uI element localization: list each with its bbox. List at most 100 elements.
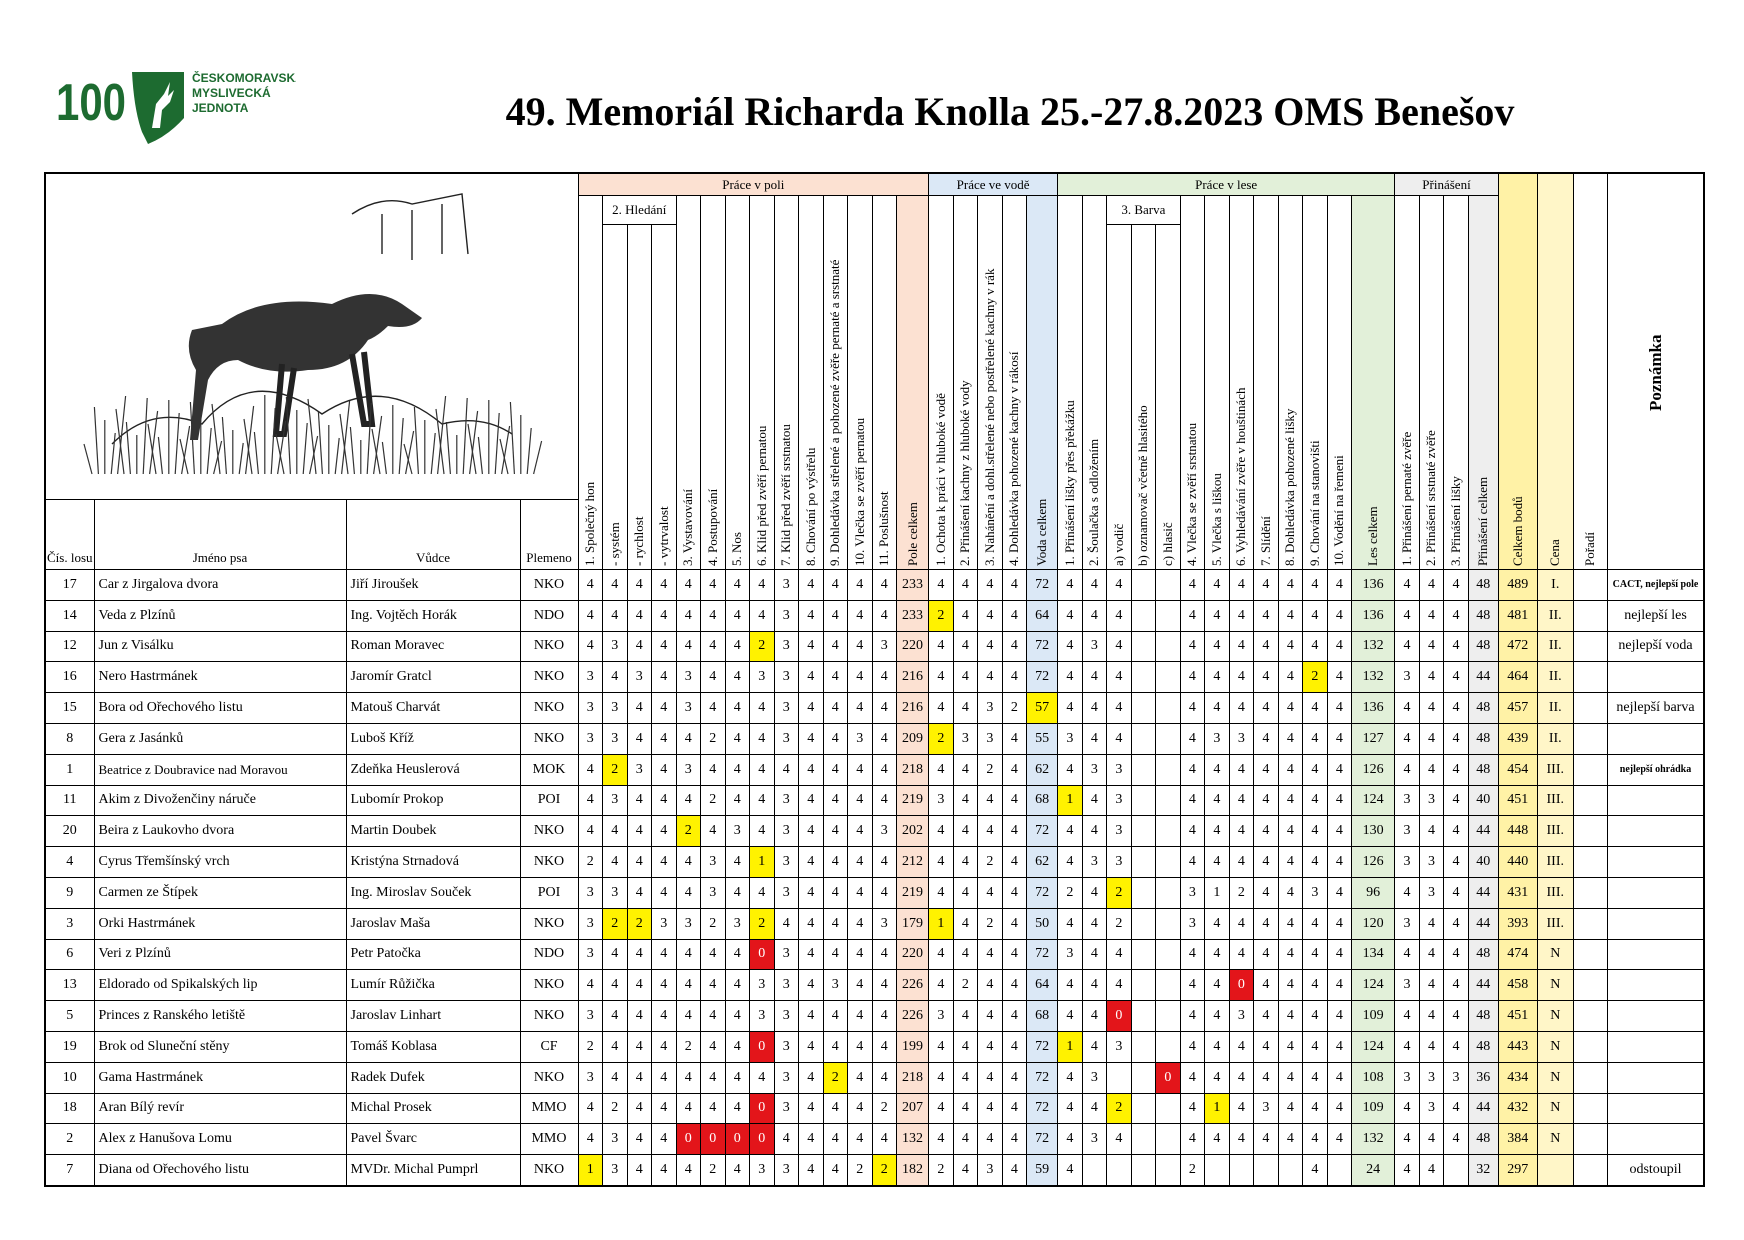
cell	[1130, 569, 1157, 601]
cell: 4	[1443, 692, 1469, 724]
cell: 4	[675, 1154, 701, 1187]
data-row: 7 Diana od Ořechového listu MVDr. Michal P…	[44, 1154, 1705, 1187]
cell: NKO	[519, 846, 579, 878]
cell: 3	[871, 630, 897, 663]
column-header: 1. Přinášení lišky přes překážku	[1057, 195, 1083, 570]
cell	[1130, 815, 1157, 848]
cell: 4	[1179, 969, 1206, 1002]
cell: 4	[977, 661, 1003, 694]
cell: 4	[847, 1092, 873, 1125]
cell	[1155, 938, 1181, 971]
cell: 4	[626, 1030, 652, 1063]
cell: 3	[847, 722, 873, 755]
cell	[1155, 1092, 1181, 1125]
cell: 4	[1443, 969, 1469, 1002]
cell: Gama Hastrmánek	[93, 1061, 347, 1094]
cell: 4	[1326, 661, 1353, 694]
cell: 15	[44, 692, 95, 724]
cell: N	[1536, 1123, 1574, 1156]
cell: 4	[1326, 815, 1353, 848]
cell: 3	[626, 753, 652, 786]
logo-line: JEDNOTA	[192, 101, 249, 115]
cell: 4	[577, 630, 603, 663]
cell: 4	[871, 1123, 897, 1156]
cell: 4	[724, 722, 750, 755]
cell: 136	[1351, 569, 1396, 601]
cell: 4	[675, 722, 701, 755]
cell: 4	[798, 1061, 824, 1094]
cell: 4	[675, 1092, 701, 1125]
cell: MMO	[519, 1123, 579, 1156]
cell: 4	[798, 1123, 824, 1156]
cell: 3	[773, 1061, 799, 1094]
cell: 3	[724, 907, 750, 940]
cell: 4	[651, 661, 677, 694]
cell: 4	[1253, 938, 1279, 971]
cell: 2	[602, 753, 628, 786]
cell: nejlepší ohrádka	[1606, 753, 1705, 786]
cell: 3	[773, 569, 799, 601]
column-label: - vytrvalost	[655, 506, 671, 566]
cell: 62	[1026, 846, 1059, 878]
cell: 4	[700, 569, 726, 601]
cell: 4	[1326, 1123, 1353, 1156]
cell: 4	[1302, 938, 1328, 971]
cell: 0	[1155, 1061, 1181, 1094]
cell: 4	[1394, 1030, 1420, 1063]
summary-header: Cena	[1536, 172, 1574, 570]
cell: 4	[675, 846, 701, 878]
cell: 48	[1467, 753, 1499, 786]
cell: 2	[871, 1154, 897, 1187]
cell: Martin Doubek	[345, 815, 521, 848]
cell: 4	[1277, 692, 1304, 724]
column-header: 3. Přinášení lišky	[1443, 195, 1469, 570]
cell: Petr Patočka	[345, 938, 521, 971]
cell: 4	[822, 1154, 848, 1187]
cell	[1130, 876, 1157, 909]
cell: 4	[871, 1030, 897, 1063]
group-header: Přinášení	[1394, 172, 1499, 196]
cell: 4	[847, 599, 873, 632]
cell: 3	[871, 815, 897, 848]
cell: 4	[700, 815, 726, 848]
cell: 55	[1026, 722, 1059, 755]
cell: Carmen ze Štípek	[93, 876, 347, 909]
column-header: 5. Vlečka s liškou	[1204, 195, 1230, 570]
cell: 3	[1418, 846, 1445, 878]
cell: 4	[1228, 907, 1255, 940]
cell: 4	[1418, 1000, 1445, 1032]
cell: 4	[1302, 846, 1328, 878]
cell: 4	[1394, 692, 1420, 724]
cell: 124	[1351, 969, 1396, 1002]
cell: 4	[675, 630, 701, 663]
cell: 4	[651, 938, 677, 971]
column-label: Poznámka	[1645, 334, 1665, 412]
cell: 3	[749, 1154, 775, 1187]
cell: 4	[1204, 907, 1230, 940]
cell: 297	[1497, 1154, 1538, 1187]
cell: 4	[1057, 599, 1083, 632]
cell: 136	[1351, 692, 1396, 724]
cell: 4	[1057, 815, 1083, 848]
cell	[1106, 1061, 1132, 1094]
cell: 4	[1443, 1123, 1469, 1156]
cell: 3	[773, 846, 799, 878]
cell: 3	[577, 1000, 603, 1032]
cell: 3	[822, 969, 848, 1002]
data-row: 11 Akim z Divoženčiny náruče Lubomír Proko…	[44, 784, 1705, 817]
cell: 4	[977, 938, 1003, 971]
cell: 4	[952, 630, 979, 663]
cell: 4	[1253, 969, 1279, 1002]
cell: 4	[1326, 969, 1353, 1002]
cell: 4	[847, 876, 873, 909]
cell: 3	[675, 661, 701, 694]
cell: 4	[1443, 569, 1469, 601]
cell: 4	[1418, 753, 1445, 786]
column-label: 4. Vlečka se zvěří srstnatou	[1184, 422, 1200, 566]
column-label: - rychlost	[631, 516, 647, 566]
column-header: 10. Vlečka se zvěří pernatou	[847, 195, 873, 570]
cell: 4	[1253, 692, 1279, 724]
cell: 4	[977, 630, 1003, 663]
data-row: 8 Gera z Jasánků Luboš Kříž NKO 3 3 4 4 4 2 4 4 3 4 4 3…	[44, 722, 1705, 755]
cell: 4	[773, 753, 799, 786]
